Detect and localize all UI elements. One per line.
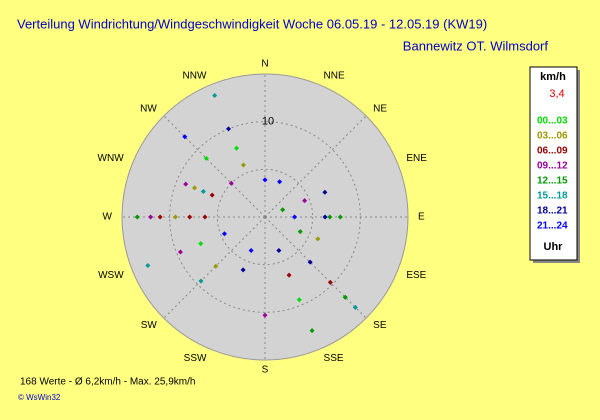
legend-entry: 00...03: [537, 116, 568, 127]
data-point: [296, 297, 302, 303]
data-point: [302, 198, 308, 204]
grid-spoke: [163, 115, 266, 218]
legend-title: km/h: [540, 71, 566, 83]
data-point: [226, 126, 232, 132]
chart-subtitle: Bannewitz OT. Wilmsdorf: [403, 38, 549, 53]
data-point: [327, 279, 333, 285]
data-point: [187, 214, 193, 220]
data-point: [322, 189, 328, 195]
data-point: [202, 214, 208, 220]
data-point: [248, 247, 254, 253]
data-point: [212, 92, 218, 98]
legend-entry: 06...09: [537, 146, 568, 157]
direction-label: WNW: [98, 153, 125, 164]
data-point: [157, 214, 163, 220]
grid-spoke: [264, 115, 367, 218]
copyright: © WsWin32: [18, 393, 61, 402]
data-point: [240, 267, 246, 273]
direction-label: WSW: [98, 270, 124, 281]
legend-box: [529, 66, 578, 261]
direction-label: NE: [373, 103, 387, 114]
chart-title: Verteilung Windrichtung/Windgeschwindigk…: [17, 16, 487, 31]
data-point: [277, 179, 283, 185]
direction-label: NW: [140, 103, 157, 114]
data-point: [286, 272, 292, 278]
data-point: [352, 304, 358, 310]
legend-unit: Uhr: [544, 241, 564, 253]
direction-label: SW: [141, 320, 158, 331]
data-point: [172, 214, 178, 220]
data-point: [307, 259, 313, 265]
data-point: [221, 231, 227, 237]
data-point: [309, 328, 315, 334]
legend-entry: 15...18: [537, 191, 568, 202]
direction-label: E: [418, 212, 425, 223]
data-point: [145, 263, 151, 269]
data-point: [342, 294, 348, 300]
data-point: [134, 214, 140, 220]
direction-label: SSE: [324, 353, 344, 364]
data-point: [148, 214, 154, 220]
legend-entry: 21...24: [537, 221, 568, 232]
data-point: [292, 214, 298, 220]
legend-entry: 18...21: [537, 206, 568, 217]
direction-label: ENE: [406, 153, 427, 164]
direction-label: W: [103, 212, 113, 223]
footer: 168 Werte - Ø 6,2km/h - Max. 25,9km/h: [20, 377, 195, 388]
direction-label: NNW: [183, 70, 207, 81]
r-tick-label: 10: [262, 116, 274, 128]
data-point: [240, 162, 246, 168]
data-point: [262, 177, 268, 183]
data-point: [262, 312, 268, 318]
data-point: [198, 278, 204, 284]
direction-label: N: [261, 59, 268, 70]
data-point: [327, 214, 333, 220]
data-point: [203, 155, 209, 161]
data-point: [198, 241, 204, 247]
data-point: [315, 236, 321, 242]
data-point: [337, 214, 343, 220]
direction-label: ESE: [406, 270, 426, 281]
legend-entry: 03...06: [537, 131, 568, 142]
data-point: [228, 180, 234, 186]
grid-circle: [216, 168, 314, 266]
grid-spoke: [264, 216, 367, 319]
data-point: [234, 145, 240, 151]
grid-spoke: [163, 216, 266, 319]
legend-entry: 09...12: [537, 161, 568, 172]
data-point: [177, 249, 183, 255]
direction-label: NNE: [324, 70, 345, 81]
data-point: [280, 207, 286, 213]
data-point: [192, 185, 198, 191]
data-point: [213, 263, 219, 269]
direction-label: SE: [373, 320, 387, 331]
data-point: [322, 214, 328, 220]
data-point: [182, 134, 188, 140]
data-point: [297, 229, 303, 235]
data-point: [183, 181, 189, 187]
data-point: [200, 188, 206, 194]
legend-current: 3,4: [549, 88, 564, 100]
legend-entry: 12...15: [537, 176, 568, 187]
data-point: [209, 192, 215, 198]
direction-label: S: [262, 365, 269, 376]
direction-label: SSW: [184, 353, 207, 364]
data-point: [276, 247, 282, 253]
